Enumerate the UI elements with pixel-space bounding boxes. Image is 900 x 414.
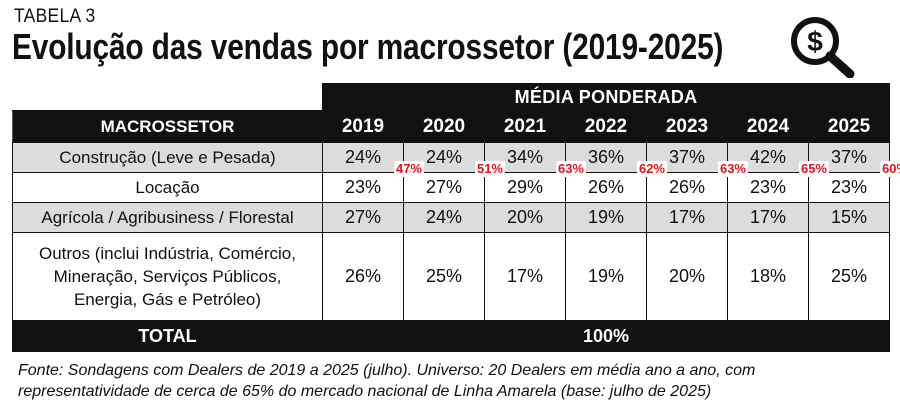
- value-text: 26%: [668, 177, 706, 197]
- value-text: 23%: [831, 177, 868, 197]
- table-row: Outros (inclui Indústria, Comércio, Miner…: [12, 232, 891, 321]
- page-title: Evolução das vendas por macrossetor (201…: [12, 26, 724, 67]
- value-cell: 24%: [403, 202, 485, 233]
- value-text: 42%: [749, 147, 787, 167]
- total-label: TOTAL: [12, 320, 323, 352]
- value-text: 18%: [749, 266, 787, 286]
- value-text: 19%: [587, 207, 625, 227]
- year-header: 2024: [727, 110, 809, 143]
- row-label-line: Outros (inclui Indústria, Comércio,: [39, 244, 296, 263]
- value-cell: 27%: [322, 202, 404, 233]
- year-header: 2023: [646, 110, 728, 143]
- svg-text:$: $: [807, 26, 823, 57]
- value-cell: 19%: [565, 232, 647, 321]
- value-text: 27%: [425, 177, 463, 197]
- total-share-badge: 63%: [555, 161, 586, 177]
- value-cell: 17%: [484, 232, 566, 321]
- value-text: 20%: [668, 266, 706, 286]
- value-text: 26%: [344, 266, 382, 286]
- source-line: representatividade de cerca de 65% do me…: [18, 383, 712, 400]
- value-cell: 25%: [807, 232, 891, 321]
- value-cell: 19%: [565, 202, 647, 233]
- table-row: Agrícola / Agribusiness / Florestal 27% 24…: [12, 202, 891, 233]
- total-share-badge: 51%: [474, 161, 505, 177]
- sales-table: MÉDIA PONDERADA MACROSSETOR 2019 2020 2021…: [12, 83, 900, 352]
- total-share-badge: 65%: [798, 161, 829, 177]
- value-text: 27%: [344, 207, 382, 227]
- value-cell: 23%: [322, 172, 404, 203]
- value-cell: 20%: [646, 232, 728, 321]
- value-text: 23%: [344, 177, 382, 197]
- total-share-badge: 60%: [880, 161, 900, 177]
- row-label: Outros (inclui Indústria, Comércio, Miner…: [12, 232, 323, 321]
- value-text: 37%: [831, 147, 868, 167]
- year-header: 2021: [484, 110, 566, 143]
- dollar-search-icon: $: [791, 17, 855, 78]
- row-label-line: Mineração, Serviços Públicos,: [53, 267, 282, 286]
- value-text: 17%: [506, 266, 544, 286]
- row-label-line: Energia, Gás e Petróleo): [73, 290, 262, 309]
- value-cell: 23%: [727, 172, 809, 203]
- source-line: Fonte: Sondagens com Dealers de 2019 a 2…: [18, 362, 756, 379]
- value-text: 24%: [425, 147, 463, 167]
- year-header: 2020: [403, 110, 485, 143]
- value-text: 24%: [344, 147, 382, 167]
- total-value: 100%: [321, 320, 891, 352]
- value-cell: 20%: [484, 202, 566, 233]
- year-header: 2019: [322, 110, 404, 143]
- source-note: Fonte: Sondagens com Dealers de 2019 a 2…: [18, 360, 898, 402]
- value-cell: 24% 47%: [322, 142, 424, 177]
- value-text: 37%: [668, 147, 706, 167]
- value-text: 25%: [425, 266, 463, 286]
- value-text: 36%: [587, 147, 625, 167]
- group-header: MÉDIA PONDERADA: [321, 83, 891, 111]
- value-text: 17%: [668, 207, 706, 227]
- value-cell: 42% 65%: [727, 142, 829, 177]
- value-cell: 18%: [727, 232, 809, 321]
- row-label: Locação: [12, 172, 323, 203]
- value-text: 26%: [587, 177, 625, 197]
- value-text: 15%: [831, 207, 868, 227]
- value-text: 17%: [749, 207, 787, 227]
- value-cell: 23%: [807, 172, 891, 203]
- value-cell: 26%: [322, 232, 404, 321]
- year-header: 2025: [807, 110, 891, 143]
- value-text: 24%: [425, 207, 463, 227]
- total-share-badge: 62%: [636, 161, 667, 177]
- table-row: Locação 23% 27% 29% 26% 26% 23% 23%: [12, 172, 891, 203]
- row-label-line: Locação: [135, 178, 200, 197]
- year-header: 2022: [565, 110, 647, 143]
- value-text: 19%: [587, 266, 625, 286]
- value-text: 34%: [506, 147, 544, 167]
- row-label-line: Agrícola / Agribusiness / Florestal: [41, 208, 294, 227]
- table-row: Construção (Leve e Pesada) 24% 47% 24% 51% 34…: [12, 142, 900, 177]
- value-cell: 17%: [727, 202, 809, 233]
- total-share-badge: 47%: [393, 161, 424, 177]
- row-label: Agrícola / Agribusiness / Florestal: [12, 202, 323, 233]
- value-cell: 27%: [403, 172, 485, 203]
- value-text: 23%: [749, 177, 787, 197]
- value-text: 25%: [831, 266, 868, 286]
- header-blank: [12, 83, 323, 111]
- value-cell: 15%: [807, 202, 891, 233]
- column-header-macrossetor: MACROSSETOR: [12, 110, 323, 143]
- value-text: 20%: [506, 207, 544, 227]
- row-label: Construção (Leve e Pesada): [12, 142, 323, 173]
- value-cell: 29%: [484, 172, 566, 203]
- total-share-badge: 63%: [717, 161, 748, 177]
- row-label-line: Construção (Leve e Pesada): [59, 148, 276, 167]
- value-cell: 17%: [646, 202, 728, 233]
- value-cell: 26%: [565, 172, 647, 203]
- table-label: TABELA 3: [14, 6, 96, 27]
- value-text: 29%: [506, 177, 544, 197]
- value-cell: 25%: [403, 232, 485, 321]
- value-cell: 26%: [646, 172, 728, 203]
